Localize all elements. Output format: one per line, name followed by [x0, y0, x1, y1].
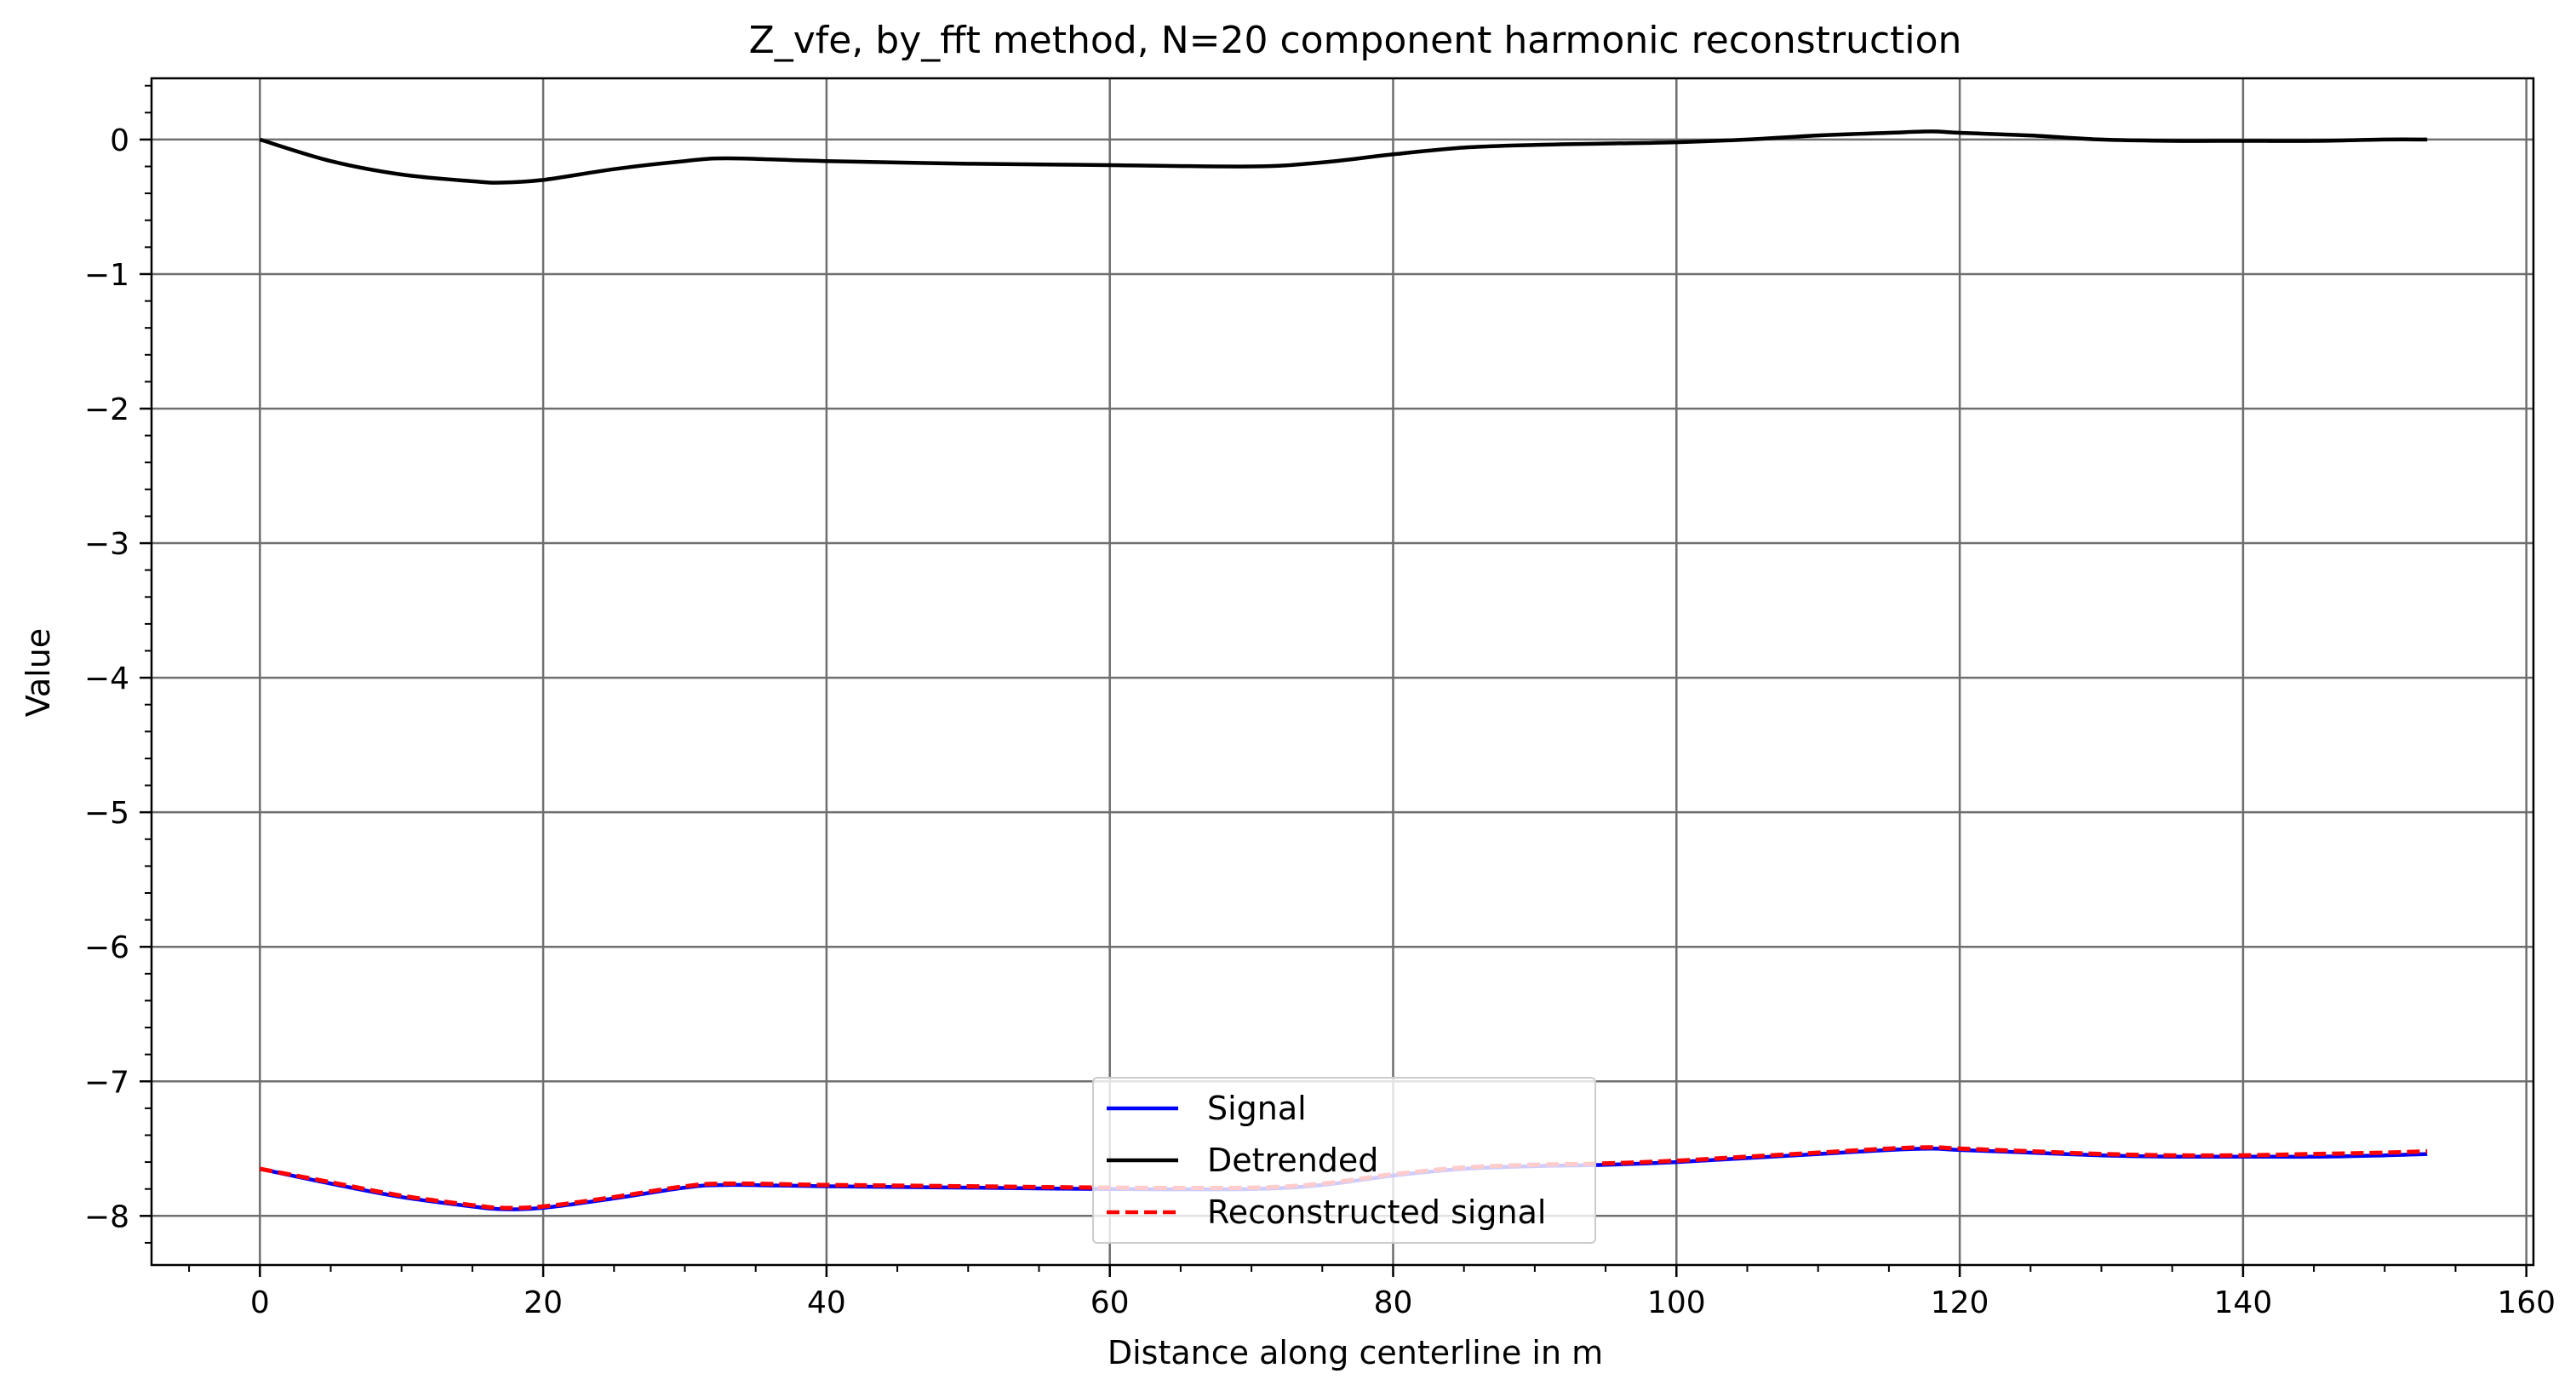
x-tick-label: 80	[1374, 1285, 1413, 1320]
x-axis-label: Distance along centerline in m	[1108, 1334, 1603, 1371]
x-tick-label: 120	[1931, 1285, 1989, 1320]
x-tick-label: 20	[524, 1285, 563, 1320]
y-tick-label: −8	[84, 1199, 129, 1234]
x-tick-label: 40	[807, 1285, 846, 1320]
axis-ticks: 0 20 40 60 80 100 120 140 160 0 −1 −2 −3 −4 −5 −6 −7 −8	[84, 84, 2556, 1320]
series-line-detrended	[259, 129, 2428, 185]
x-tick-label: 160	[2497, 1285, 2556, 1320]
y-tick-label: −4	[84, 661, 129, 696]
y-tick-label: −1	[84, 258, 129, 293]
chart-title: Z_vfe, by_fft method, N=20 component har…	[749, 19, 1962, 62]
plot-area-frame	[150, 77, 2535, 1267]
x-tick-label: 60	[1091, 1285, 1130, 1320]
y-tick-label: −6	[84, 930, 129, 965]
x-tick-label: 0	[250, 1285, 270, 1320]
legend-box	[1092, 1077, 1596, 1244]
y-tick-label: −7	[84, 1065, 129, 1100]
y-tick-label: 0	[110, 123, 129, 158]
x-tick-label: 140	[2214, 1285, 2273, 1320]
legend: Signal Detrended Reconstructed signal	[1092, 1077, 1596, 1244]
legend-label: Signal	[1207, 1090, 1307, 1127]
x-tick-label: 100	[1647, 1285, 1706, 1320]
legend-label: Reconstructed signal	[1207, 1194, 1546, 1231]
y-tick-label: −2	[84, 392, 129, 427]
legend-label: Detrended	[1207, 1142, 1378, 1179]
y-axis-label: Value	[20, 628, 57, 717]
y-tick-label: −5	[84, 796, 129, 831]
y-tick-label: −3	[84, 527, 129, 562]
